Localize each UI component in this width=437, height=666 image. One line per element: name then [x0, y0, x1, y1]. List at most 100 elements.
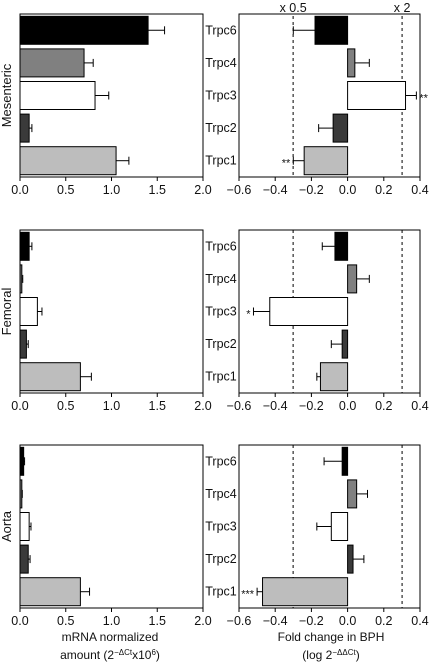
- expression-bar-trpc1: [19, 146, 117, 176]
- gene-label-trpc2: Trpc2: [205, 121, 237, 135]
- left-x-axis-label: mRNA normalized amount (2−ΔCtx106): [60, 630, 160, 662]
- reference-label-double: x 2: [394, 1, 411, 15]
- expression-bar-trpc3: [19, 297, 38, 326]
- gene-label-trpc1: Trpc1: [205, 370, 237, 384]
- tissue-label: Mesenteric: [0, 63, 14, 127]
- reference-label-half: x 0.5: [280, 1, 307, 15]
- fold-change-chart: −0.6 −0.4 −0.2 0.0 0.2 0.4 ** **: [227, 13, 429, 197]
- x-tick-label: 1.5: [149, 614, 166, 628]
- panel-femoral: Femoral 0.0 0.5 1.0 1.5 2.0 −0.6 −0.4 −0.2 0.0 0.2…: [0, 229, 429, 413]
- expression-bar-trpc3: [19, 512, 30, 541]
- reference-line-labels: x 0.5 x 2: [280, 1, 411, 15]
- gene-label-trpc4: Trpc4: [205, 272, 237, 286]
- fold-bar-trpc4: [347, 479, 358, 509]
- fold-bar-trpc6: [341, 446, 349, 476]
- fold-plot-frame: [238, 444, 421, 609]
- fold-bar-trpc3: [330, 512, 349, 541]
- gene-label-trpc6: Trpc6: [205, 239, 237, 253]
- x-tick-label: 0.0: [339, 399, 356, 413]
- x-tick-label: 1.0: [103, 183, 120, 197]
- gene-label-trpc4: Trpc4: [205, 56, 237, 70]
- panel-aorta: Aorta 0.0 0.5 1.0 1.5 2.0 −0.6 −0.4 −0.2 0.0 0.2 0.…: [0, 444, 429, 628]
- fold-bar-trpc3: [347, 81, 407, 110]
- tissue-label: Aorta: [0, 510, 14, 542]
- expression-bar-trpc4: [19, 264, 23, 294]
- x-tick-label: −0.6: [227, 399, 252, 413]
- expression-bar-trpc6: [19, 231, 30, 261]
- x-tick-label: −0.6: [227, 183, 252, 197]
- svg-text:mRNA normalized: mRNA normalized: [62, 630, 159, 644]
- x-tick-label: 0.2: [375, 614, 392, 628]
- gene-label-trpc3: Trpc3: [205, 520, 237, 534]
- significance-marker: **: [282, 158, 291, 170]
- expression-chart: 0.0 0.5 1.0 1.5 2.0: [11, 13, 212, 197]
- right-xlabel-line1: Fold change in BPH: [278, 630, 385, 644]
- expression-bar-trpc3: [19, 81, 96, 110]
- gene-label-trpc6: Trpc6: [205, 454, 237, 468]
- fold-change-chart: −0.6 −0.4 −0.2 0.0 0.2 0.4 *: [227, 229, 429, 413]
- svg-text:Fold change in BPH: Fold change in BPH: [278, 630, 385, 644]
- x-tick-label: 1.0: [103, 399, 120, 413]
- x-tick-label: 0.4: [411, 614, 428, 628]
- x-tick-label: 0.5: [57, 614, 74, 628]
- fold-bar-trpc1: [262, 577, 349, 607]
- expression-bar-trpc6: [19, 446, 25, 476]
- x-tick-label: 0.5: [57, 183, 74, 197]
- significance-marker: ***: [241, 589, 255, 601]
- fold-change-chart: −0.6 −0.4 −0.2 0.0 0.2 0.4 ***: [227, 444, 429, 628]
- fold-bar-trpc6: [334, 231, 349, 261]
- expression-bar-trpc1: [19, 362, 81, 392]
- fold-bar-trpc1: [303, 146, 349, 176]
- x-tick-label: 0.0: [11, 614, 28, 628]
- expression-bar-trpc2: [19, 544, 29, 574]
- x-tick-label: 0.0: [339, 183, 356, 197]
- gene-label-trpc6: Trpc6: [205, 23, 237, 37]
- expression-chart: 0.0 0.5 1.0 1.5 2.0: [11, 229, 212, 413]
- expression-bar-trpc4: [19, 479, 23, 509]
- left-xlabel-line1: mRNA normalized: [62, 630, 159, 644]
- expression-bar-trpc6: [19, 15, 149, 45]
- x-tick-label: −0.4: [263, 183, 288, 197]
- right-x-axis-label: Fold change in BPH (log 2−ΔΔCt): [278, 630, 385, 662]
- gene-label-trpc4: Trpc4: [205, 487, 237, 501]
- fold-bar-trpc3: [269, 297, 349, 326]
- gene-label-trpc3: Trpc3: [205, 305, 237, 319]
- expression-bar-trpc2: [19, 113, 30, 143]
- x-tick-label: 2.0: [194, 183, 211, 197]
- x-tick-label: −0.2: [299, 399, 324, 413]
- panel-mesenteric: Mesenteric 0.0 0.5 1.0 1.5 2.0 −0.6 −0.4 −0.2 0.0…: [0, 13, 429, 197]
- expression-chart: 0.0 0.5 1.0 1.5 2.0: [11, 444, 212, 628]
- svg-text:amount (2−ΔCtx106): amount (2−ΔCtx106): [60, 648, 160, 663]
- x-tick-label: 0.0: [11, 399, 28, 413]
- expression-bar-trpc4: [19, 48, 85, 78]
- x-tick-label: −0.4: [263, 399, 288, 413]
- gene-label-trpc2: Trpc2: [205, 337, 237, 351]
- x-tick-label: 2.0: [194, 614, 211, 628]
- fold-bar-trpc4: [347, 48, 356, 78]
- panels: Mesenteric 0.0 0.5 1.0 1.5 2.0 −0.6 −0.4 −0.2 0.0…: [0, 13, 429, 628]
- fold-bar-trpc2: [332, 113, 349, 143]
- x-tick-label: −0.6: [227, 614, 252, 628]
- fold-bar-trpc1: [319, 362, 349, 392]
- x-tick-label: 0.5: [57, 399, 74, 413]
- fold-bar-trpc2: [347, 544, 354, 574]
- fold-plot-frame: [238, 13, 421, 178]
- significance-marker: *: [246, 309, 251, 321]
- fold-bar-trpc4: [347, 264, 358, 294]
- x-tick-label: 0.4: [411, 183, 428, 197]
- x-tick-label: 1.5: [149, 183, 166, 197]
- tissue-label: Femoral: [0, 288, 14, 336]
- x-tick-label: 0.2: [375, 183, 392, 197]
- significance-marker: **: [419, 93, 428, 105]
- x-tick-label: 0.0: [11, 183, 28, 197]
- fold-bar-trpc6: [314, 15, 349, 45]
- fold-plot-frame: [238, 229, 421, 394]
- expression-bar-trpc2: [19, 329, 27, 359]
- x-tick-label: 0.0: [339, 614, 356, 628]
- expression-bar-trpc1: [19, 577, 81, 607]
- gene-label-trpc2: Trpc2: [205, 552, 237, 566]
- gene-label-trpc3: Trpc3: [205, 89, 237, 103]
- gene-label-trpc1: Trpc1: [205, 154, 237, 168]
- svg-text:(log 2−ΔΔCt): (log 2−ΔΔCt): [302, 648, 359, 663]
